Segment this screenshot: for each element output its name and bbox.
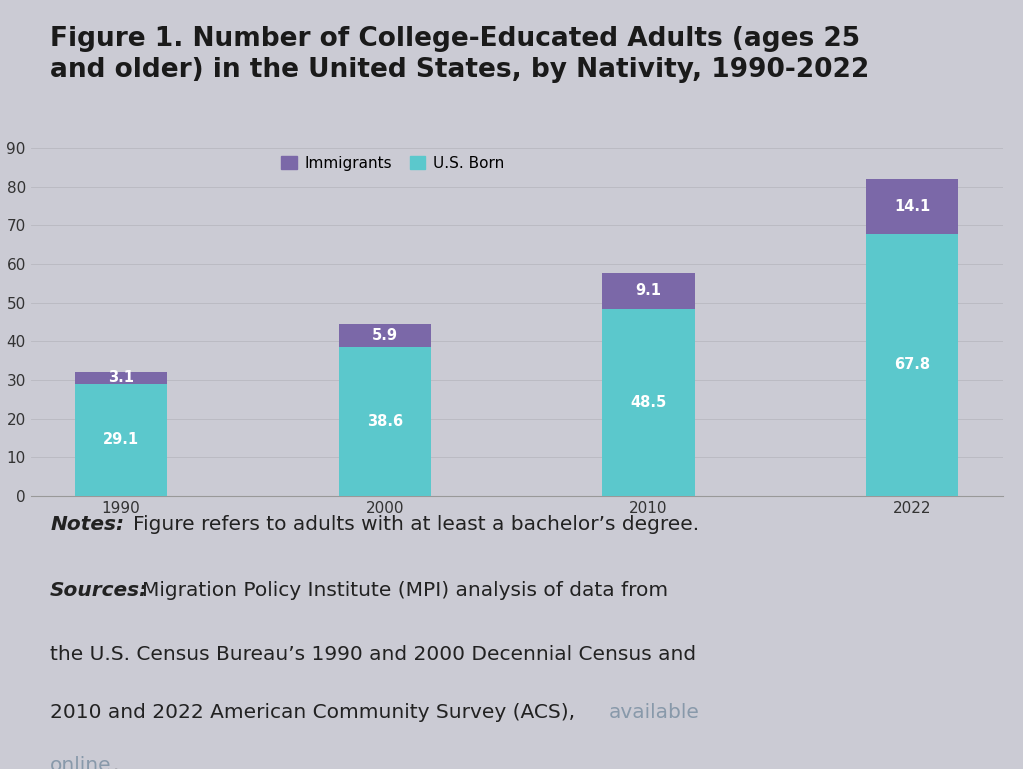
Bar <box>339 324 431 347</box>
Bar <box>339 347 431 496</box>
Text: the U.S. Census Bureau’s 1990 and 2000 Decennial Census and: the U.S. Census Bureau’s 1990 and 2000 D… <box>50 644 697 664</box>
Text: 29.1: 29.1 <box>103 432 139 448</box>
Bar <box>603 308 695 496</box>
Bar <box>75 384 167 496</box>
Bar <box>866 234 959 496</box>
Text: online: online <box>50 756 112 769</box>
Text: Notes:: Notes: <box>50 514 124 534</box>
Text: Migration Policy Institute (MPI) analysis of data from: Migration Policy Institute (MPI) analysi… <box>142 581 669 600</box>
Text: 3.1: 3.1 <box>108 370 134 385</box>
Text: 14.1: 14.1 <box>894 199 930 214</box>
Text: available: available <box>609 703 700 722</box>
Bar <box>603 273 695 308</box>
Text: 9.1: 9.1 <box>635 284 662 298</box>
Text: 5.9: 5.9 <box>371 328 398 343</box>
Bar <box>75 371 167 384</box>
Text: 2010 and 2022 American Community Survey (ACS),: 2010 and 2022 American Community Survey … <box>50 703 582 722</box>
Bar <box>866 179 959 234</box>
Text: Sources:: Sources: <box>50 581 148 600</box>
Text: Figure 1. Number of College-Educated Adults (ages 25
and older) in the United St: Figure 1. Number of College-Educated Adu… <box>50 26 870 83</box>
Text: Figure refers to adults with at least a bachelor’s degree.: Figure refers to adults with at least a … <box>133 514 699 534</box>
Text: 67.8: 67.8 <box>894 358 930 372</box>
Text: 48.5: 48.5 <box>630 394 667 410</box>
Text: .: . <box>114 756 120 769</box>
Legend: Immigrants, U.S. Born: Immigrants, U.S. Born <box>281 155 504 171</box>
Text: 38.6: 38.6 <box>366 414 403 429</box>
